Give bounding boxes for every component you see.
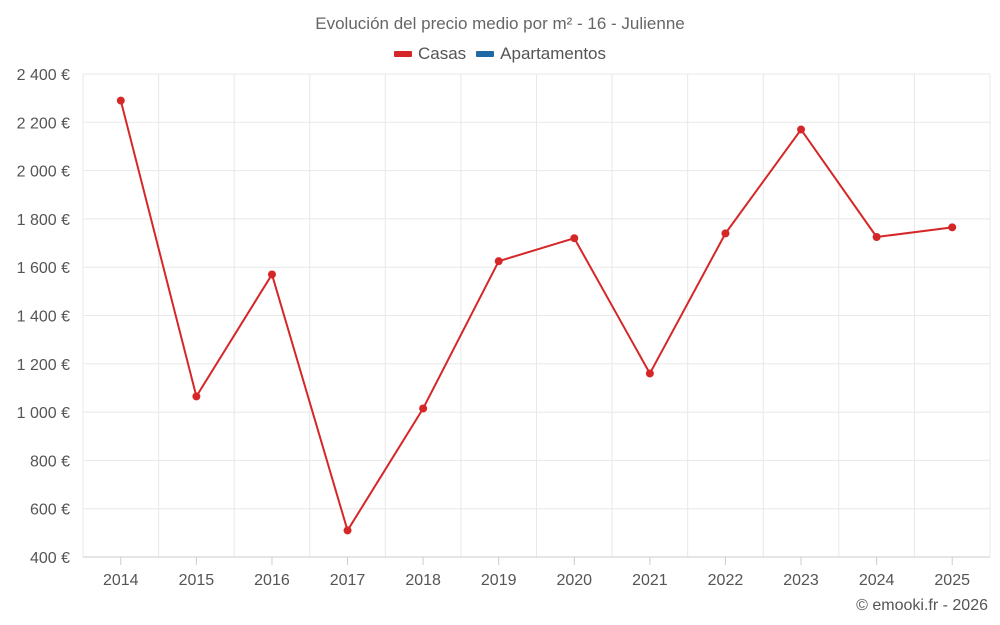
legend-swatch-apartamentos xyxy=(476,51,495,57)
series-layer xyxy=(116,96,957,535)
data-point xyxy=(494,257,503,266)
legend-label-apartamentos: Apartamentos xyxy=(500,44,607,63)
x-tick-label: 2019 xyxy=(481,572,517,589)
x-tick-label: 2020 xyxy=(556,572,592,589)
x-tick-label: 2021 xyxy=(632,572,668,589)
axis-layer: 400 € 600 € 800 € 1 000 € 1 200 € 1 400 € 1 60… xyxy=(17,67,990,589)
y-tick-label: 2 000 € xyxy=(17,164,70,181)
data-point xyxy=(645,369,654,378)
chart-title: Evolución del precio medio por m² - 16 -… xyxy=(315,14,685,33)
credit-text: © emooki.fr - 2026 xyxy=(856,597,988,614)
data-point xyxy=(267,270,276,279)
x-tick-label: 2022 xyxy=(708,572,744,589)
y-tick-label: 600 € xyxy=(30,502,70,519)
data-point xyxy=(872,233,881,242)
x-tick-label: 2023 xyxy=(783,572,819,589)
legend-label-casas: Casas xyxy=(417,44,467,63)
x-tick-label: 2017 xyxy=(330,572,366,589)
x-tick-label: 2016 xyxy=(254,572,290,589)
x-tick-label: 2015 xyxy=(179,572,215,589)
y-tick-label: 2 200 € xyxy=(17,115,70,132)
legend-swatch-casas xyxy=(393,51,412,57)
y-tick-label: 2 400 € xyxy=(17,67,70,84)
x-tick-label: 2018 xyxy=(405,572,441,589)
y-tick-label: 800 € xyxy=(30,453,70,470)
data-point xyxy=(570,234,579,243)
grid-layer xyxy=(82,73,991,558)
data-point xyxy=(797,125,806,134)
data-point xyxy=(419,404,428,413)
data-point xyxy=(948,223,957,232)
y-tick-label: 1 200 € xyxy=(17,357,70,374)
x-tick-label: 2025 xyxy=(934,572,970,589)
data-point xyxy=(721,229,730,238)
legend-item-casas[interactable]: Casas xyxy=(393,44,467,64)
series-line-casas xyxy=(119,100,953,532)
y-tick-label: 1 400 € xyxy=(17,309,70,326)
y-tick-label: 1 000 € xyxy=(17,405,70,422)
y-tick-label: 1 800 € xyxy=(17,212,70,229)
y-tick-label: 400 € xyxy=(30,550,70,567)
x-tick-label: 2024 xyxy=(859,572,895,589)
legend-item-apartamentos[interactable]: Apartamentos xyxy=(476,44,606,64)
data-point xyxy=(343,526,352,535)
chart-legend: Casas Apartamentos xyxy=(0,44,1000,64)
data-point xyxy=(192,392,201,401)
x-tick-label: 2014 xyxy=(103,572,139,589)
data-point xyxy=(116,96,125,105)
y-tick-label: 1 600 € xyxy=(17,260,70,277)
